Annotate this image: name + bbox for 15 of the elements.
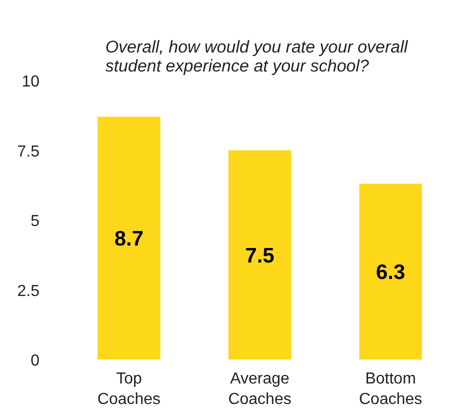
y-tick-label: 5: [30, 213, 40, 230]
bar: [98, 116, 160, 360]
x-tick-label: Average Coaches: [228, 370, 292, 408]
chart-title: Overall, how would you rate your overall student experience at your school?: [105, 38, 409, 76]
x-tick-label: Top Coaches: [97, 370, 161, 408]
y-tick-label: 0: [30, 352, 40, 370]
y-tick-label: 7.5: [17, 143, 40, 160]
data-label: 7.5: [245, 244, 275, 268]
y-tick-label: 2.5: [17, 282, 40, 300]
bar: [228, 150, 292, 360]
bar: [359, 184, 422, 360]
y-tick-label: 10: [22, 74, 40, 90]
data-label: 6.3: [376, 261, 406, 284]
x-tick-label: Bottom Coaches: [358, 370, 422, 408]
data-label: 8.7: [114, 228, 144, 251]
